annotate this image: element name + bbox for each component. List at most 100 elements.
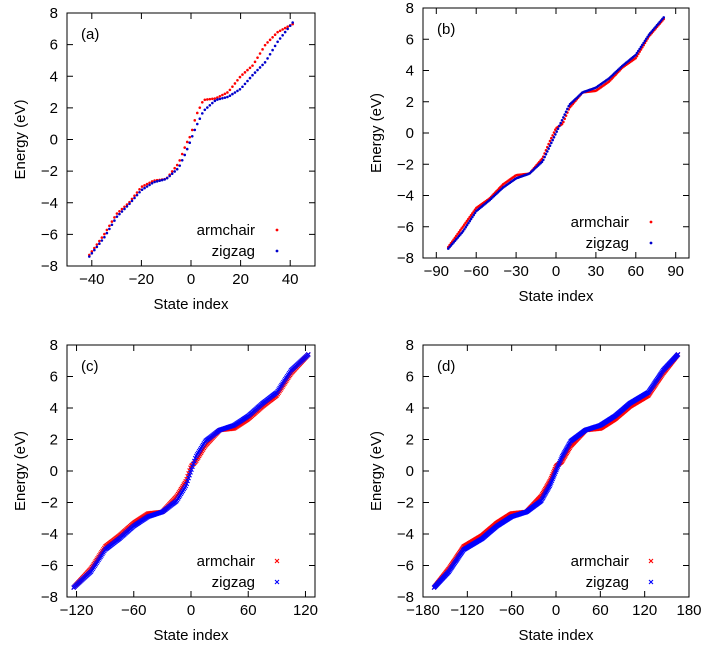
data-point: [305, 352, 311, 357]
series-zigzag: [431, 352, 681, 590]
data-point: [243, 71, 247, 74]
x-tick-label: −60: [463, 263, 488, 280]
data-point: [231, 85, 234, 88]
y-tick-label: 4: [50, 400, 58, 417]
data-point: [233, 91, 237, 94]
data-point: [468, 215, 471, 219]
data-point: [283, 26, 287, 30]
y-tick-label: −8: [41, 589, 58, 606]
x-axis-label: State index: [153, 627, 229, 644]
data-point: [175, 163, 179, 167]
data-point: [150, 181, 154, 185]
y-tick-label: −8: [397, 250, 414, 267]
data-point: [560, 118, 564, 122]
plot-frame: [66, 12, 316, 267]
series-armchair: [88, 22, 294, 257]
legend: armchair zigzag: [197, 222, 279, 260]
legend-label: zigzag: [212, 574, 255, 591]
data-point: [236, 89, 239, 93]
x-tick-label: −60: [499, 602, 524, 619]
y-tick-label: 8: [50, 337, 58, 354]
data-point: [93, 246, 96, 250]
data-point: [190, 128, 194, 132]
data-point: [543, 155, 546, 159]
x-tick-label: −30: [503, 263, 528, 280]
data-point: [168, 174, 171, 178]
data-point: [90, 250, 94, 253]
data-point: [175, 167, 179, 171]
y-tick-label: 4: [406, 63, 414, 80]
x-axis-label: State index: [518, 627, 594, 644]
data-point: [185, 140, 189, 144]
data-point: [98, 239, 101, 243]
data-point: [241, 73, 244, 76]
data-point: [251, 64, 254, 67]
data-point: [226, 95, 229, 99]
x-tick-label: 60: [240, 602, 257, 619]
data-point: [103, 232, 106, 236]
data-point: [206, 98, 209, 101]
data-point: [286, 25, 289, 29]
data-point: [552, 135, 556, 139]
series-armchair: [71, 352, 311, 590]
data-point: [566, 107, 569, 111]
x-tick-label: −90: [424, 263, 449, 280]
data-point: [90, 252, 94, 255]
data-point: [552, 131, 556, 134]
data-point: [460, 227, 463, 230]
data-point: [185, 147, 189, 151]
data-point: [551, 134, 554, 137]
y-tick-label: 0: [50, 132, 58, 149]
data-point: [271, 35, 274, 39]
legend: armchair zigzag: [197, 553, 280, 591]
data-point: [241, 85, 244, 89]
data-point: [233, 82, 237, 85]
data-point: [567, 104, 571, 108]
data-point: [173, 166, 176, 170]
y-tick-label: −6: [41, 558, 58, 575]
data-point: [198, 117, 202, 121]
y-tick-label: 6: [50, 369, 58, 386]
data-point: [276, 40, 279, 44]
x-tick-label: 120: [632, 602, 657, 619]
data-point: [273, 44, 277, 48]
data-point: [469, 217, 473, 221]
data-point: [645, 37, 648, 41]
data-point: [188, 470, 193, 475]
data-point: [639, 45, 643, 49]
data-point: [550, 141, 553, 145]
data-point: [218, 95, 222, 98]
x-tick-label: 90: [667, 263, 684, 280]
y-tick-label: 0: [406, 463, 414, 480]
data-point: [125, 205, 129, 208]
y-axis-label: Energy (eV): [12, 99, 29, 179]
data-point: [221, 93, 224, 97]
panel-label: (a): [81, 26, 99, 43]
panel-label: (b): [437, 21, 455, 38]
data-point: [153, 180, 156, 184]
data-point: [150, 180, 154, 183]
legend-label: zigzag: [586, 574, 629, 591]
plot-frame: [66, 344, 316, 598]
data-point: [286, 27, 289, 31]
y-axis-label: Energy (eV): [368, 431, 385, 511]
data-point: [108, 224, 111, 228]
x-tick-label: 0: [552, 602, 560, 619]
data-point: [251, 73, 254, 77]
data-point: [278, 37, 282, 40]
data-point: [110, 220, 114, 223]
y-tick-label: −4: [397, 188, 414, 205]
x-tick-label: 60: [627, 263, 644, 280]
data-point: [467, 217, 470, 221]
x-tick-label: 0: [187, 602, 195, 619]
data-points: [88, 21, 294, 258]
data-point: [208, 103, 212, 107]
data-point: [98, 242, 101, 246]
y-tick-label: −6: [397, 558, 414, 575]
data-point: [276, 30, 279, 34]
data-point: [248, 76, 252, 80]
x-tick-label: −120: [60, 602, 94, 619]
data-point: [203, 98, 207, 102]
data-point: [261, 48, 264, 51]
y-tick-label: −6: [41, 226, 58, 243]
